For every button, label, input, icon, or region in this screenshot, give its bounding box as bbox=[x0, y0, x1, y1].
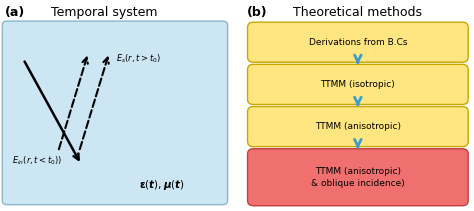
Text: TTMM (anisotropic): TTMM (anisotropic) bbox=[315, 122, 401, 131]
Text: Derivations from B.Cs: Derivations from B.Cs bbox=[309, 38, 407, 47]
Text: TTMM (anisotropic)
& oblique incidence): TTMM (anisotropic) & oblique incidence) bbox=[311, 167, 405, 188]
FancyBboxPatch shape bbox=[247, 22, 468, 62]
FancyBboxPatch shape bbox=[247, 149, 468, 206]
Text: $E_{in}(r, t < t_0))$: $E_{in}(r, t < t_0))$ bbox=[11, 154, 62, 167]
FancyBboxPatch shape bbox=[2, 21, 228, 205]
Text: (a): (a) bbox=[5, 6, 25, 19]
Text: TTMM (isotropic): TTMM (isotropic) bbox=[320, 80, 395, 89]
Text: (b): (b) bbox=[246, 6, 267, 19]
Text: Temporal system: Temporal system bbox=[51, 6, 157, 19]
FancyBboxPatch shape bbox=[247, 64, 468, 104]
Text: Theoretical methods: Theoretical methods bbox=[293, 6, 422, 19]
FancyBboxPatch shape bbox=[247, 107, 468, 147]
Text: $E_s(r, t > t_0)$: $E_s(r, t > t_0)$ bbox=[116, 53, 161, 65]
Text: $\boldsymbol{\varepsilon}(\boldsymbol{t}), \boldsymbol{\mu}(\boldsymbol{t})$: $\boldsymbol{\varepsilon}(\boldsymbol{t}… bbox=[139, 178, 185, 192]
